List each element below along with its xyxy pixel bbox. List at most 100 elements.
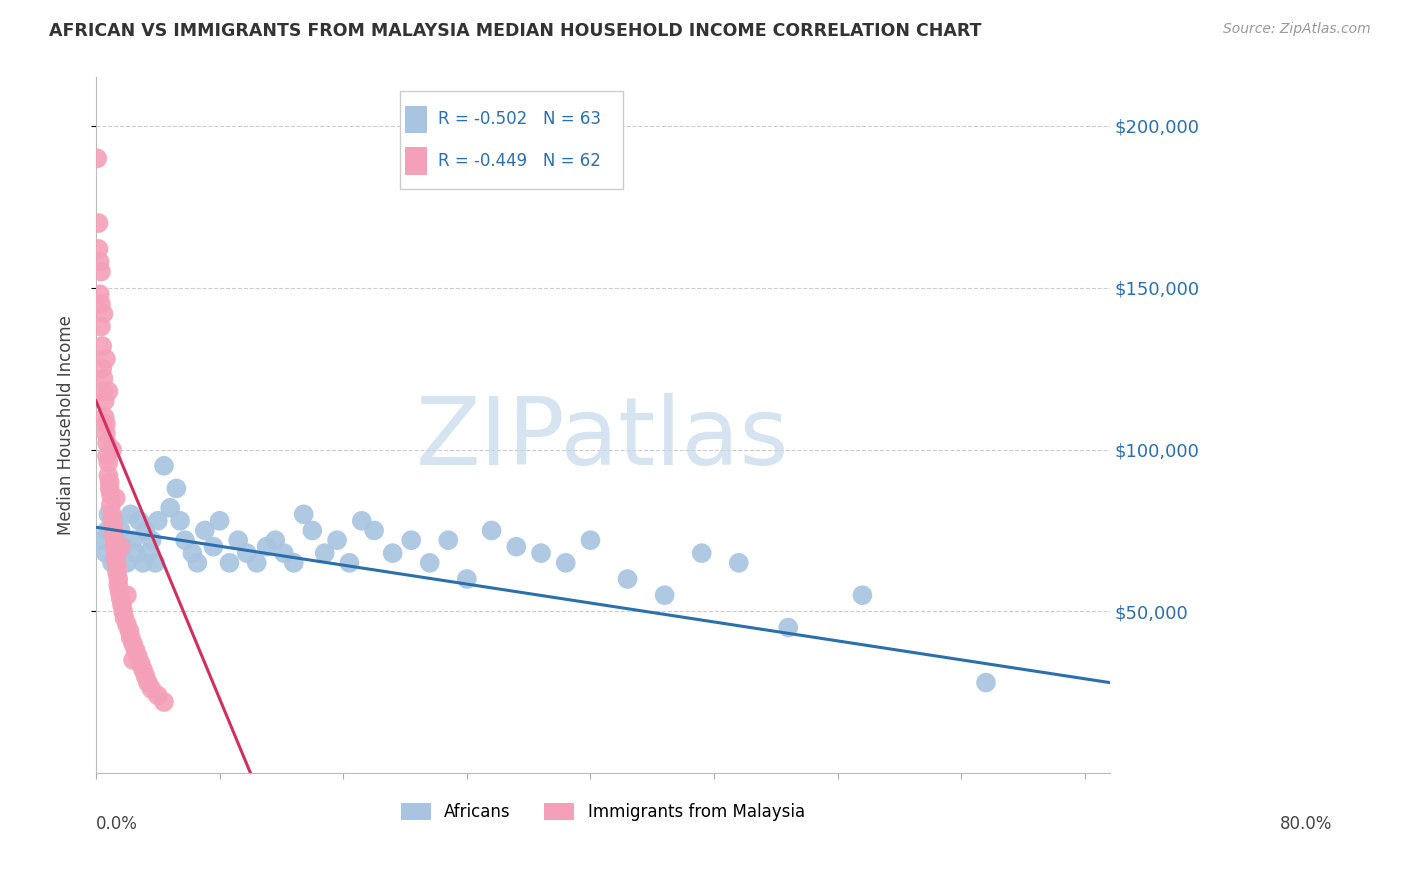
Y-axis label: Median Household Income: Median Household Income <box>58 316 75 535</box>
Point <box>120 508 142 522</box>
Point <box>101 556 124 570</box>
Point <box>236 546 259 560</box>
Point <box>89 287 111 301</box>
Point <box>456 572 478 586</box>
Point <box>107 578 129 592</box>
Point <box>93 384 115 399</box>
Point <box>104 491 127 505</box>
Bar <box>405 105 427 133</box>
Point <box>105 559 128 574</box>
Point <box>107 572 129 586</box>
Point <box>94 417 117 431</box>
Point <box>134 524 156 538</box>
Point <box>104 533 127 548</box>
Point <box>96 449 118 463</box>
Point <box>118 624 141 638</box>
Point <box>93 307 115 321</box>
Point <box>124 546 146 560</box>
Text: R = -0.502   N = 63: R = -0.502 N = 63 <box>437 111 600 128</box>
FancyBboxPatch shape <box>401 91 623 189</box>
Point <box>654 588 676 602</box>
Point <box>314 546 336 560</box>
Point <box>283 556 305 570</box>
Point <box>101 442 124 457</box>
Point <box>174 533 197 548</box>
Point <box>264 533 287 548</box>
Point <box>481 524 503 538</box>
Point <box>93 371 115 385</box>
Point <box>94 351 117 366</box>
Point <box>111 598 134 612</box>
Point <box>110 591 132 606</box>
Point <box>103 526 125 541</box>
Point <box>90 319 112 334</box>
Point <box>292 508 315 522</box>
Point <box>104 552 127 566</box>
Point <box>727 556 749 570</box>
Point <box>363 524 385 538</box>
Point <box>122 653 145 667</box>
Point <box>419 556 441 570</box>
Point <box>91 339 114 353</box>
Point <box>103 514 125 528</box>
Point <box>100 498 122 512</box>
Point <box>159 500 181 515</box>
Point <box>93 394 115 409</box>
Point <box>96 436 118 450</box>
Point <box>87 242 110 256</box>
Point <box>112 604 135 618</box>
Point <box>208 514 231 528</box>
Point <box>186 556 208 570</box>
Point <box>97 384 120 399</box>
Point <box>98 475 121 489</box>
Point <box>94 426 117 441</box>
Point <box>107 546 129 560</box>
Point <box>381 546 404 560</box>
Point <box>97 508 120 522</box>
Point <box>141 681 163 696</box>
Point <box>974 675 997 690</box>
Point <box>97 456 120 470</box>
Point <box>86 152 108 166</box>
Point <box>194 524 217 538</box>
Point <box>256 540 278 554</box>
Point <box>350 514 373 528</box>
Point <box>115 617 138 632</box>
Point <box>93 410 115 425</box>
Point <box>143 556 166 570</box>
Point <box>124 643 146 657</box>
Text: ZIPatlas: ZIPatlas <box>416 393 790 485</box>
Point <box>91 533 114 548</box>
Point <box>115 556 138 570</box>
Point <box>505 540 527 554</box>
Point <box>127 649 149 664</box>
Point <box>110 524 132 538</box>
Point <box>115 588 138 602</box>
Point <box>87 216 110 230</box>
Point <box>339 556 361 570</box>
Text: AFRICAN VS IMMIGRANTS FROM MALAYSIA MEDIAN HOUSEHOLD INCOME CORRELATION CHART: AFRICAN VS IMMIGRANTS FROM MALAYSIA MEDI… <box>49 22 981 40</box>
Point <box>226 533 249 548</box>
Point <box>134 669 156 683</box>
Point <box>108 585 131 599</box>
Point <box>851 588 873 602</box>
Point <box>132 556 155 570</box>
Point <box>181 546 204 560</box>
Point <box>129 656 152 670</box>
Point <box>778 621 800 635</box>
Text: R = -0.449   N = 62: R = -0.449 N = 62 <box>437 152 600 170</box>
Point <box>246 556 269 570</box>
Point <box>136 546 159 560</box>
Point <box>554 556 576 570</box>
Point <box>89 255 111 269</box>
Point <box>100 488 122 502</box>
Point <box>103 520 125 534</box>
Point <box>202 540 225 554</box>
Text: Source: ZipAtlas.com: Source: ZipAtlas.com <box>1223 22 1371 37</box>
Point <box>146 514 169 528</box>
Point <box>91 361 114 376</box>
Point <box>122 533 145 548</box>
Point <box>616 572 638 586</box>
Point <box>110 540 132 554</box>
Point <box>136 675 159 690</box>
